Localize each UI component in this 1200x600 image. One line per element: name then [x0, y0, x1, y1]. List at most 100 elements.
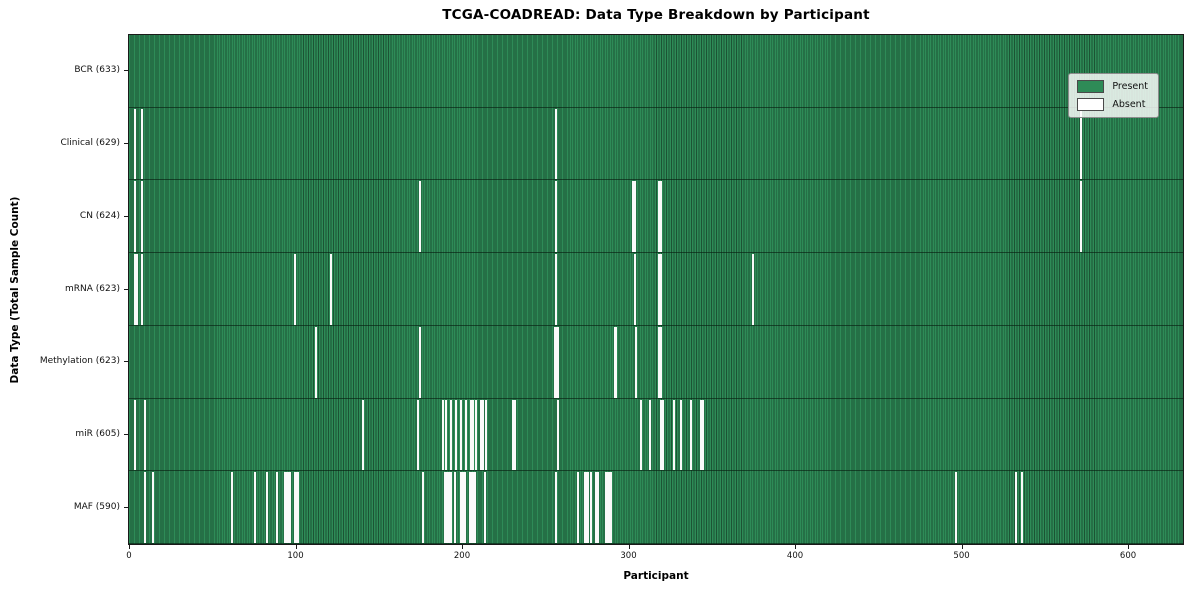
absent-swatch [1077, 98, 1105, 111]
absent-stripe [472, 399, 474, 471]
data-row-cn [129, 180, 1183, 254]
absent-stripe [472, 472, 474, 543]
absent-stripe [673, 399, 676, 471]
x-tick-mark [628, 545, 630, 549]
x-tick-label: 500 [953, 551, 970, 561]
absent-stripe [658, 254, 661, 325]
absent-stripe [133, 254, 136, 325]
absent-stripe [954, 472, 957, 543]
y-tick-label: Clinical (629) [60, 138, 120, 149]
absent-stripe [265, 472, 268, 543]
absent-stripe [513, 399, 516, 471]
absent-stripe [152, 472, 155, 543]
absent-stripe [700, 399, 703, 471]
absent-stripe [576, 472, 579, 543]
legend-item-present: Present [1077, 80, 1148, 93]
x-tick-mark [961, 545, 963, 549]
absent-stripe [701, 399, 704, 471]
absent-stripe [293, 472, 296, 543]
absent-stripe [610, 472, 613, 543]
absent-stripe [140, 181, 143, 253]
absent-stripe [143, 399, 146, 471]
absent-stripe [460, 472, 463, 543]
absent-stripe [283, 472, 286, 543]
absent-stripe [483, 472, 486, 543]
absent-stripe [556, 326, 559, 398]
absent-stripe [556, 399, 559, 471]
absent-stripe [417, 399, 420, 471]
absent-stripe [680, 399, 683, 471]
chart-title: TCGA-COADREAD: Data Type Breakdown by Pa… [442, 7, 870, 23]
absent-stripe [555, 254, 558, 325]
absent-stripe [660, 326, 663, 398]
absent-stripe [460, 399, 463, 471]
absent-stripe [330, 254, 333, 325]
absent-stripe [140, 254, 143, 325]
absent-stripe [285, 472, 288, 543]
absent-stripe [362, 399, 365, 471]
absent-stripe [448, 472, 451, 543]
absent-stripe [275, 472, 278, 543]
y-tick-label: mRNA (623) [65, 283, 120, 294]
plot-area-inner [129, 35, 1183, 544]
y-tick-label: MAF (590) [73, 501, 120, 512]
absent-stripe [555, 181, 558, 253]
x-tick-mark [1128, 545, 1130, 549]
absent-stripe [658, 181, 661, 253]
absent-stripe [605, 472, 608, 543]
absent-stripe [287, 472, 290, 543]
absent-stripe [470, 399, 473, 471]
absent-stripe [445, 472, 448, 543]
absent-stripe [583, 472, 586, 543]
absent-stripe [613, 326, 616, 398]
data-row-mrna [129, 253, 1183, 326]
absent-stripe [133, 181, 136, 253]
absent-stripe [135, 254, 138, 325]
absent-stripe [133, 108, 136, 180]
y-tick-mark [124, 70, 128, 72]
absent-stripe [418, 326, 421, 398]
absent-stripe [288, 472, 291, 543]
absent-stripe [658, 326, 661, 398]
absent-stripe [133, 399, 136, 471]
absent-stripe [475, 399, 478, 471]
absent-stripe [635, 326, 638, 398]
absent-stripe [140, 108, 143, 180]
absent-stripe [1079, 181, 1082, 253]
absent-stripe [633, 254, 636, 325]
y-tick-mark [124, 288, 128, 290]
x-tick-label: 200 [453, 551, 471, 561]
absent-stripe [1021, 472, 1024, 543]
absent-stripe [295, 472, 298, 543]
data-row-bcr [129, 35, 1183, 108]
y-tick-mark [124, 433, 128, 435]
x-tick-mark [462, 545, 464, 549]
absent-stripe [751, 254, 754, 325]
y-tick-label: miR (605) [75, 428, 120, 439]
absent-stripe [143, 472, 146, 543]
data-row-maf [129, 471, 1183, 544]
x-tick-label: 400 [786, 551, 804, 561]
absent-stripe [450, 399, 453, 471]
absent-stripe [590, 472, 593, 543]
absent-stripe [465, 399, 468, 471]
x-tick-label: 600 [1119, 551, 1137, 561]
absent-stripe [585, 472, 588, 543]
absent-stripe [293, 254, 296, 325]
absent-stripe [606, 472, 609, 543]
absent-stripe [586, 472, 589, 543]
absent-stripe [511, 399, 514, 471]
legend-label-present: Present [1112, 81, 1148, 92]
absent-stripe [596, 472, 599, 543]
x-axis-label: Participant [623, 570, 689, 582]
y-tick-label: CN (624) [79, 210, 120, 221]
present-swatch [1077, 80, 1105, 93]
x-tick-label: 0 [126, 551, 132, 561]
y-tick-label: Methylation (623) [39, 356, 120, 367]
absent-stripe [660, 181, 663, 253]
absent-stripe [631, 181, 634, 253]
absent-stripe [463, 472, 466, 543]
absent-stripe [595, 472, 598, 543]
y-tick-mark [124, 215, 128, 217]
